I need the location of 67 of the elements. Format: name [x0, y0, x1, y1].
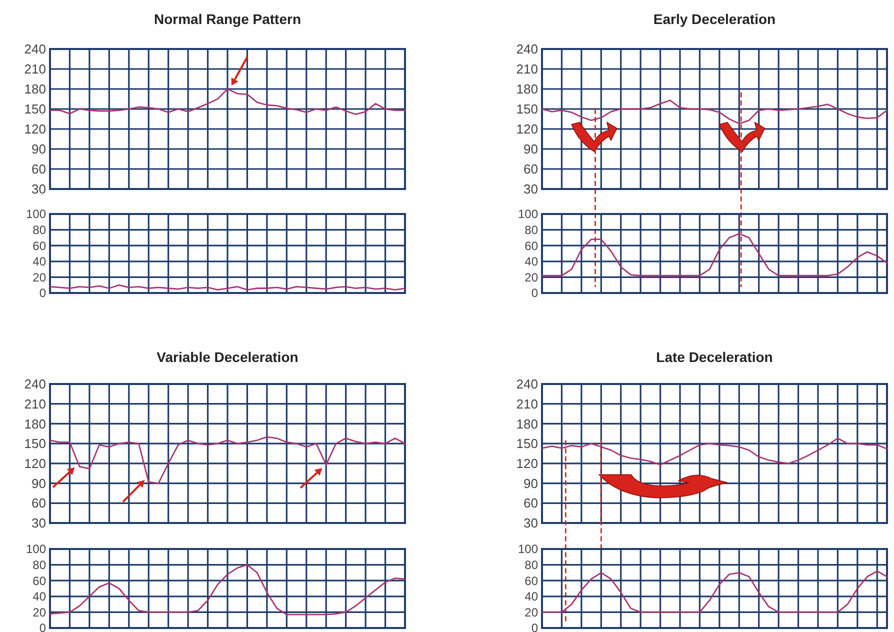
- y-tick-label: 60: [32, 574, 46, 588]
- y-tick-label: 60: [524, 162, 538, 177]
- y-tick-label: 30: [524, 516, 538, 531]
- y-tick-label: 120: [24, 122, 46, 137]
- y-tick-label: 210: [24, 62, 46, 77]
- y-tick-label: 150: [516, 436, 538, 452]
- y-tick-label: 240: [24, 42, 46, 57]
- line-series: [541, 438, 888, 466]
- chart-title: Variable Deceleration: [156, 349, 298, 365]
- y-tick-label: 20: [32, 605, 46, 620]
- y-tick-label: 0: [531, 621, 538, 632]
- y-tick-label: 30: [32, 182, 46, 197]
- y-tick-label: 80: [524, 223, 538, 237]
- y-tick-label: 20: [524, 270, 538, 284]
- y-tick-label: 0: [39, 286, 46, 300]
- y-tick-label: 30: [524, 182, 538, 197]
- y-tick-label: 180: [24, 82, 46, 97]
- y-tick-label: 180: [516, 416, 538, 432]
- y-tick-label: 60: [524, 496, 538, 511]
- y-tick-label: 40: [32, 254, 46, 269]
- y-tick-label: 30: [32, 516, 46, 531]
- y-tick-label: 80: [32, 558, 46, 572]
- y-tick-label: 60: [32, 496, 46, 511]
- y-tick-label: 100: [518, 542, 538, 556]
- y-tick-label: 210: [516, 62, 538, 77]
- y-tick-label: 90: [524, 476, 538, 491]
- y-tick-label: 90: [524, 142, 538, 157]
- y-tick-label: 60: [524, 574, 538, 588]
- y-tick-label: 120: [516, 122, 538, 137]
- y-tick-label: 60: [32, 238, 46, 253]
- y-tick-label: 120: [24, 456, 46, 471]
- chart-title: Early Deceleration: [653, 11, 776, 27]
- y-tick-label: 240: [516, 376, 538, 392]
- y-tick-label: 180: [516, 82, 538, 97]
- y-tick-label: 60: [524, 238, 538, 253]
- y-tick-label: 90: [32, 476, 46, 491]
- y-tick-label: 20: [524, 605, 538, 620]
- y-tick-label: 240: [24, 376, 46, 392]
- y-tick-label: 150: [516, 102, 538, 117]
- line-series: [49, 564, 406, 616]
- y-tick-label: 80: [32, 223, 46, 237]
- y-tick-label: 150: [24, 102, 46, 117]
- line-series: [541, 100, 888, 124]
- chart-title: Normal Range Pattern: [154, 11, 302, 27]
- y-tick-label: 240: [516, 42, 538, 57]
- y-tick-label: 180: [24, 416, 46, 432]
- y-tick-label: 40: [524, 254, 538, 269]
- line-series: [49, 88, 406, 116]
- y-tick-label: 210: [24, 396, 46, 412]
- line-series: [541, 570, 888, 613]
- y-tick-label: 100: [26, 207, 46, 222]
- y-tick-label: 0: [531, 286, 538, 300]
- y-tick-label: 120: [516, 456, 538, 471]
- line-series: [541, 233, 888, 276]
- chart-title: Late Deceleration: [656, 349, 773, 365]
- y-tick-label: 40: [32, 590, 46, 604]
- y-tick-label: 150: [24, 436, 46, 452]
- line-series: [49, 436, 406, 484]
- y-tick-label: 0: [39, 621, 46, 632]
- y-tick-label: 100: [518, 207, 538, 222]
- y-tick-label: 100: [26, 542, 46, 556]
- y-tick-label: 90: [32, 142, 46, 157]
- y-tick-label: 40: [524, 590, 538, 604]
- y-tick-label: 80: [524, 558, 538, 572]
- y-tick-label: 210: [516, 396, 538, 412]
- y-tick-label: 20: [32, 270, 46, 284]
- y-tick-label: 60: [32, 162, 46, 177]
